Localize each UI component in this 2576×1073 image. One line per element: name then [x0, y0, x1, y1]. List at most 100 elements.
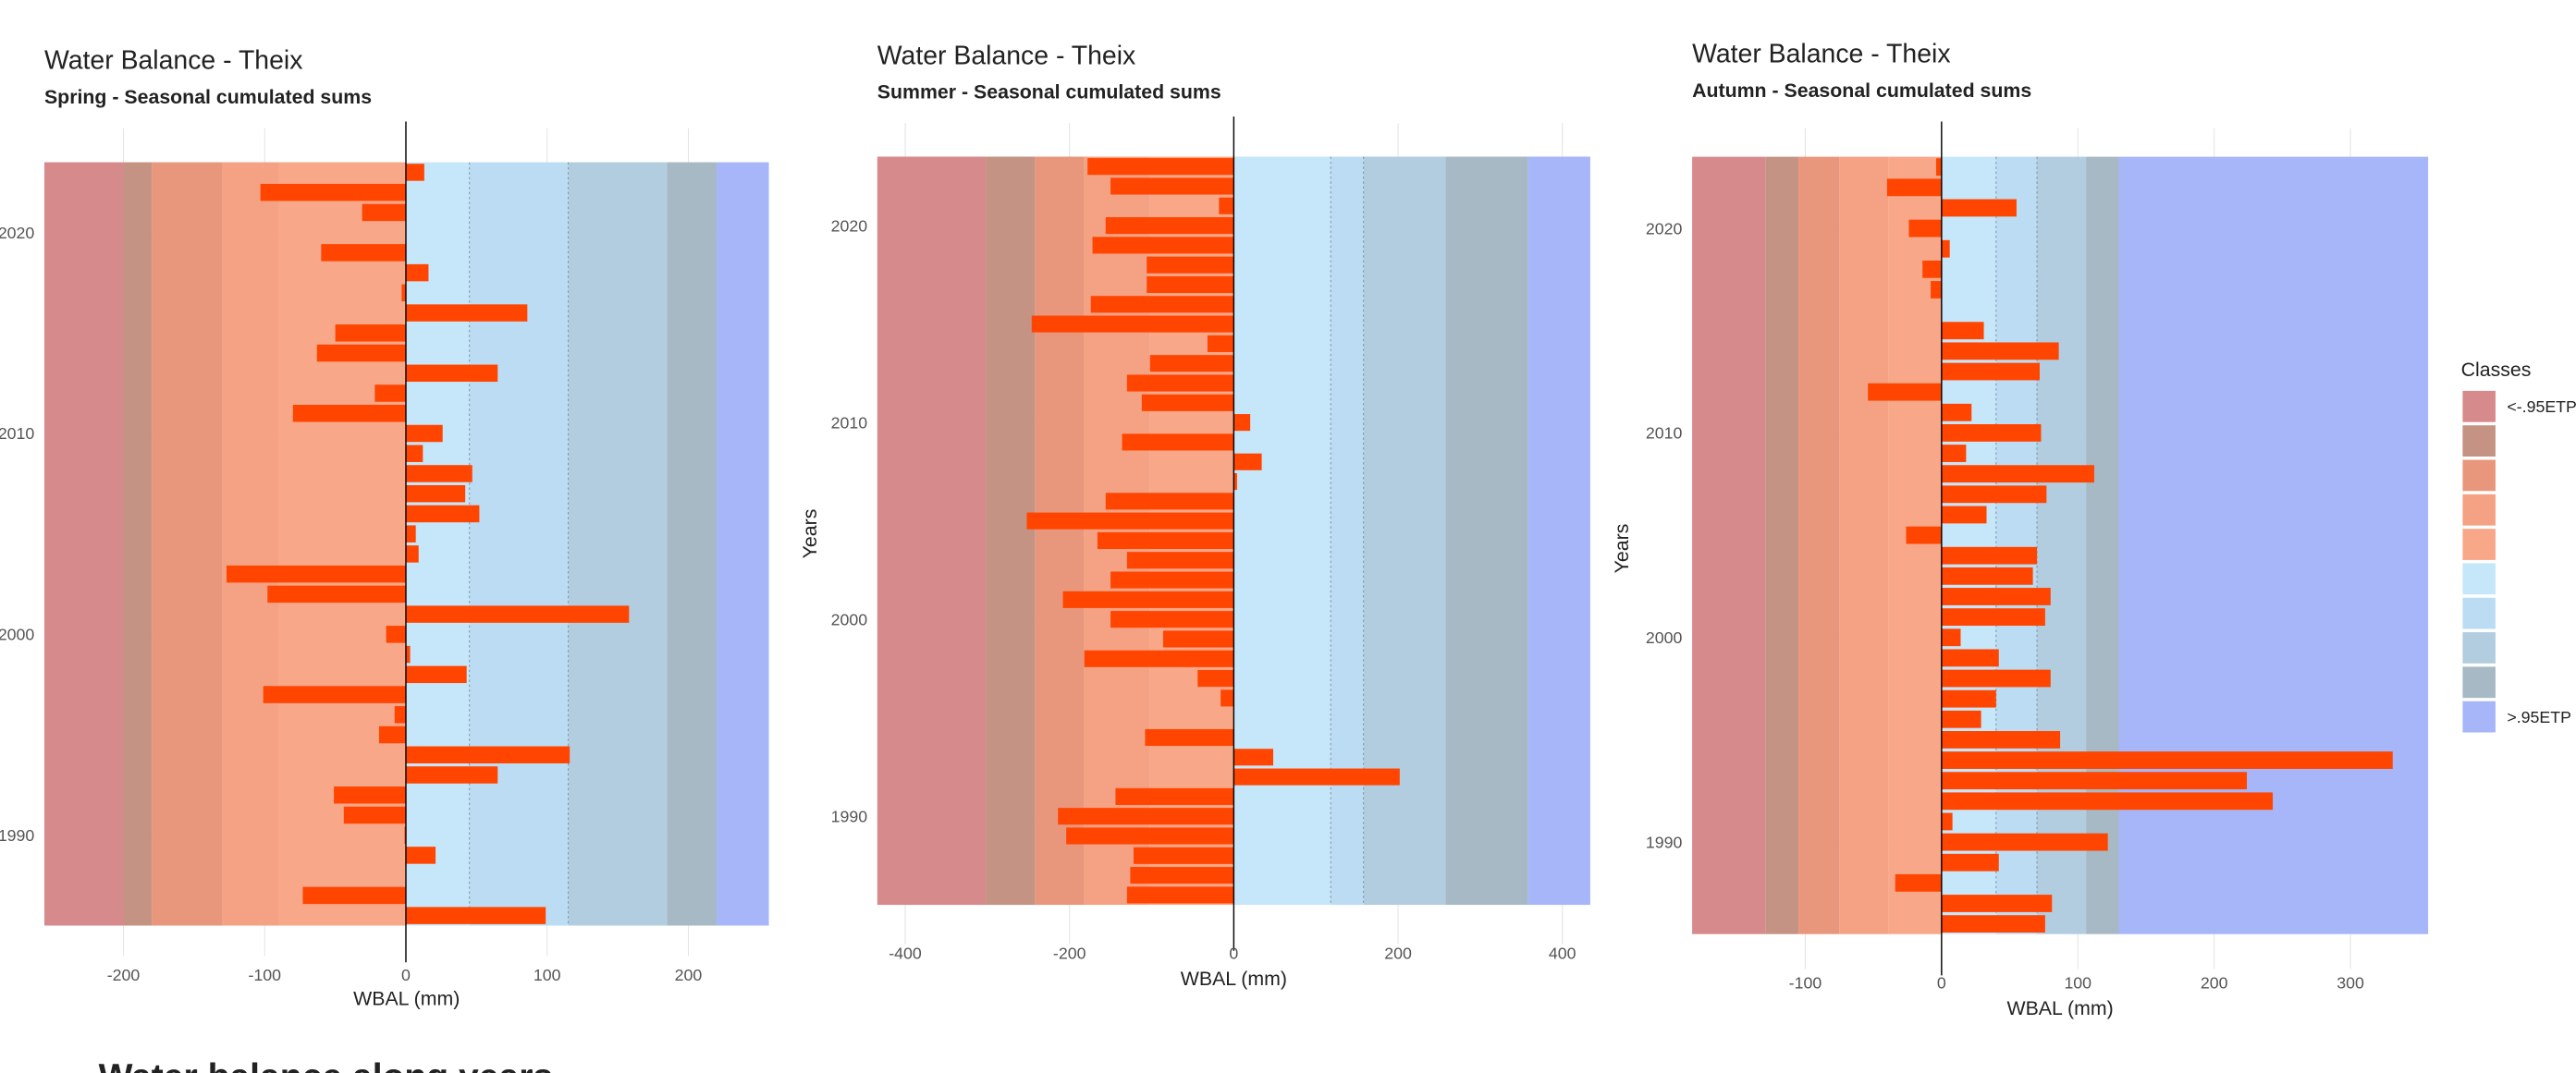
bar: [1886, 178, 1942, 197]
class-band: [152, 162, 223, 926]
bar: [405, 364, 498, 383]
bar: [405, 484, 466, 503]
bar: [1931, 281, 1942, 299]
bar: [1149, 355, 1234, 372]
bar: [1105, 217, 1234, 235]
class-band: [43, 162, 124, 926]
bar: [1941, 445, 1967, 462]
bar: [335, 324, 406, 342]
bar: [1941, 812, 1953, 831]
bar: [1087, 158, 1234, 176]
bar: [1221, 689, 1234, 707]
class-band: [405, 162, 470, 926]
bar: [1147, 275, 1234, 294]
bar: [1084, 650, 1234, 667]
y-tick-label: 2000: [831, 610, 868, 628]
bar: [1233, 414, 1251, 432]
x-axis-label: WBAL (mm): [353, 987, 460, 1009]
bar: [1941, 669, 2051, 688]
bar: [267, 585, 406, 604]
bar: [1941, 465, 2094, 483]
bar: [405, 665, 467, 684]
class-band: [2086, 156, 2119, 934]
class-band: [1035, 156, 1085, 906]
bar: [378, 725, 406, 744]
bar: [1147, 256, 1234, 274]
class-band: [1331, 156, 1364, 906]
bar: [405, 766, 498, 784]
x-tick-label: 100: [534, 966, 561, 984]
x-tick-label: 0: [401, 966, 411, 984]
y-tick-label: 2010: [831, 413, 868, 432]
bar: [405, 907, 546, 924]
chart-title: Water Balance - Theix: [877, 41, 1135, 70]
bar: [394, 706, 406, 724]
chart-title: Water Balance - Theix: [44, 46, 302, 76]
bar: [1941, 485, 2047, 504]
bar: [1908, 219, 1942, 238]
bar: [1162, 630, 1234, 648]
class-band: [717, 162, 769, 926]
class-band: [877, 156, 987, 906]
bar: [1126, 552, 1234, 569]
class-band: [1765, 156, 1799, 934]
x-axis-label: WBAL (mm): [2006, 997, 2113, 1019]
x-tick-label: 0: [1937, 974, 1946, 993]
y-axis-label: Years: [799, 509, 821, 559]
class-band: [1995, 156, 2038, 934]
bar: [1941, 689, 1996, 708]
class-band: [2037, 156, 2087, 934]
chart-subtitle: Spring - Seasonal cumulated sums: [44, 86, 372, 108]
bar: [263, 686, 406, 703]
section-heading: Water balance along years: [99, 1057, 554, 1073]
bar: [1941, 608, 2045, 627]
class-band: [1363, 156, 1446, 906]
bar: [405, 746, 570, 763]
bar: [1941, 628, 1961, 647]
bar: [260, 183, 406, 201]
bar: [1115, 787, 1234, 805]
bar: [1941, 546, 2038, 565]
y-tick-label: 1990: [831, 807, 868, 825]
legend-swatch: [2462, 390, 2496, 422]
bar: [1126, 886, 1234, 904]
bar: [1026, 512, 1234, 530]
legend-label: <-.95ETP: [2507, 397, 2576, 416]
chart-title: Water Balance - Theix: [1692, 40, 1950, 69]
bar: [334, 786, 406, 804]
bar: [405, 304, 528, 322]
bar: [292, 405, 406, 422]
bar: [1141, 394, 1234, 411]
bar: [1062, 591, 1234, 608]
bar: [321, 244, 406, 262]
legend-label: >.95ETP: [2507, 708, 2571, 726]
bar: [1941, 710, 1981, 728]
bar: [405, 465, 472, 482]
bar: [1941, 342, 2059, 360]
y-tick-label: 2020: [1646, 219, 1683, 238]
bar: [1219, 197, 1234, 214]
bar: [1207, 335, 1234, 352]
bar: [1110, 177, 1234, 195]
bar: [1941, 424, 2042, 442]
bar: [1941, 853, 1999, 872]
bar: [227, 565, 406, 583]
x-tick-label: 200: [2201, 974, 2228, 993]
bar: [1233, 453, 1262, 470]
bar: [316, 344, 406, 362]
legend-swatch: [2462, 563, 2496, 595]
x-tick-label: -100: [248, 966, 281, 984]
y-tick-label: 2010: [0, 424, 34, 443]
bar: [1097, 531, 1234, 549]
bar: [1895, 873, 1942, 892]
bar: [404, 826, 406, 844]
bar: [1233, 749, 1274, 766]
bar: [1233, 768, 1400, 786]
legend-swatch: [2462, 597, 2496, 629]
class-band: [667, 162, 718, 926]
y-tick-label: 2020: [0, 224, 34, 242]
y-tick-label: 2000: [1646, 628, 1683, 647]
class-band: [1527, 156, 1590, 906]
bar: [405, 525, 416, 543]
class-band: [469, 162, 569, 926]
